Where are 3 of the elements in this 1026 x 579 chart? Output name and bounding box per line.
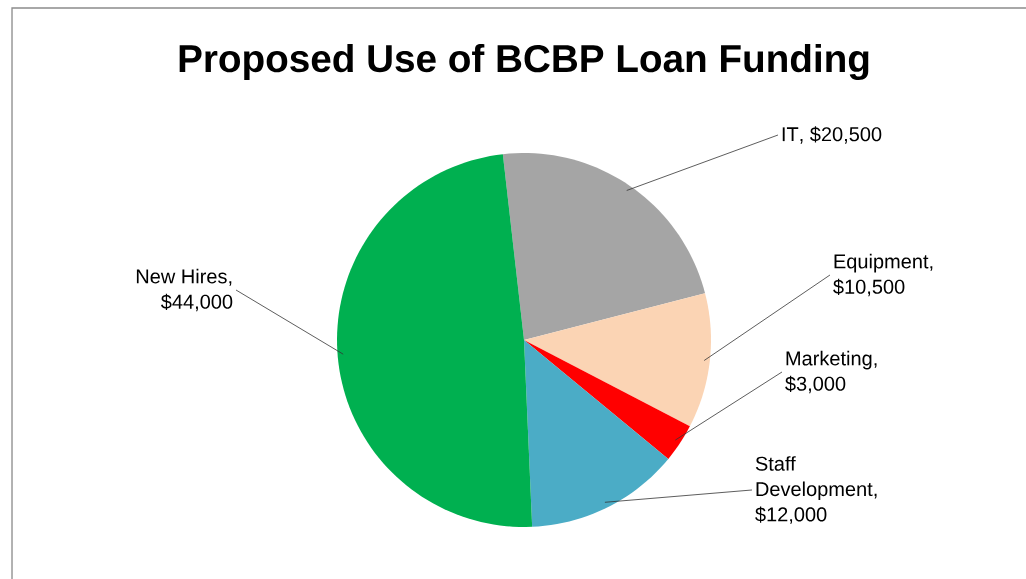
chart-title: Proposed Use of BCBP Loan Funding <box>179 43 869 81</box>
slice-label: IT <box>782 127 799 142</box>
data-label: , $20,500 <box>800 126 882 144</box>
